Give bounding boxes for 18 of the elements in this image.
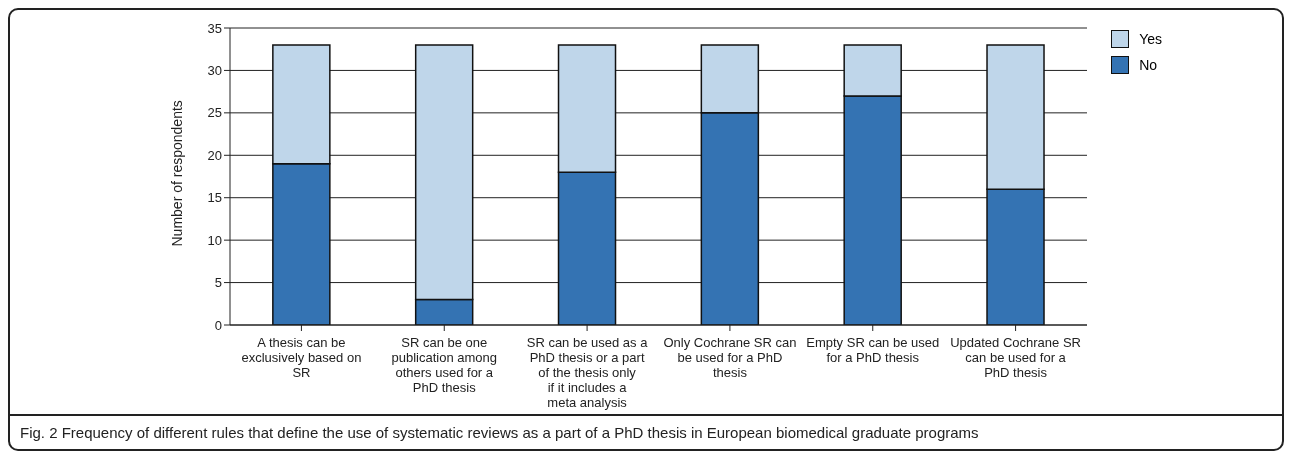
y-tick-label: 0 (214, 317, 222, 333)
y-tick-label: 5 (214, 275, 222, 291)
x-tick-label: A thesis can be exclusively based on SR (241, 335, 362, 380)
x-tick-label: SR can be one publication among others used for a PhD thesis (391, 335, 498, 395)
y-tick-label: 30 (207, 63, 222, 79)
x-tick-label: Empty SR can be used for a PhD thesis (806, 335, 940, 365)
y-tick-label: 10 (207, 232, 222, 248)
y-tick-label: 35 (207, 20, 222, 36)
x-tick-label: Updated Cochrane SR can be used for a PhD thesis (950, 335, 1081, 380)
legend-label: No (1139, 57, 1158, 73)
y-tick-label: 20 (207, 147, 222, 163)
legend-label: Yes (1139, 31, 1162, 47)
y-tick-label: 15 (207, 190, 222, 206)
x-tick-label: SR can be used as a PhD thesis or a part of the thesis only if it includes a meta analysis (526, 335, 649, 410)
caption: Fig. 2 Frequency of different rules that define the use of systematic reviews as a part of a PhD thesis in European biomedical graduate programs (10, 414, 1282, 449)
y-tick-label: 25 (207, 105, 222, 121)
x-tick-label: Only Cochrane SR can be used for a PhD thesis (663, 335, 797, 380)
y-axis-title: Number of respondents (168, 100, 185, 247)
